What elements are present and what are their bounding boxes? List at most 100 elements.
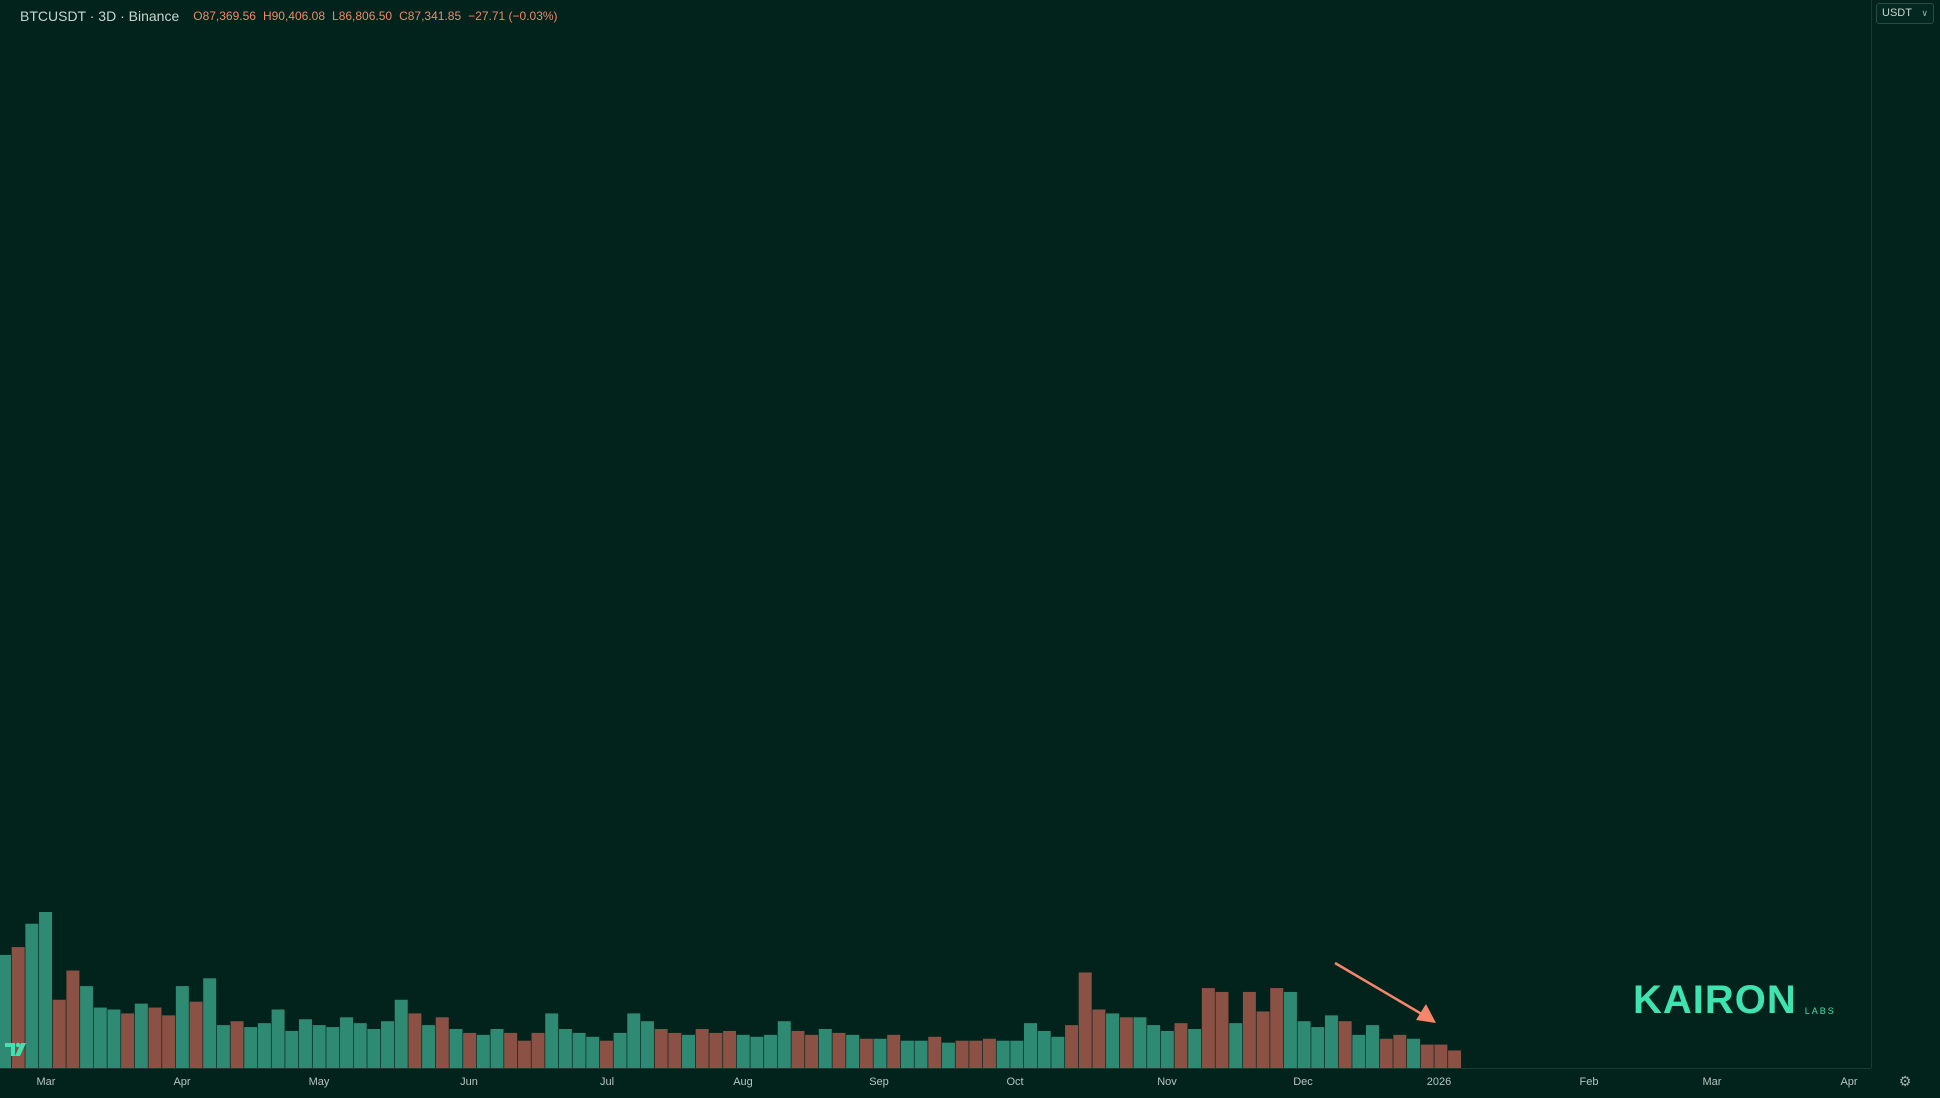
low-value: L86,806.50 xyxy=(332,9,393,23)
volume-bar xyxy=(846,1034,860,1068)
volume-bar xyxy=(1242,991,1256,1068)
trend-arrow-layer xyxy=(1334,961,1436,1023)
volume-bar xyxy=(764,1034,778,1068)
volume-bar xyxy=(1283,991,1297,1068)
volume-bar xyxy=(381,1021,395,1068)
volume-bar xyxy=(353,1023,367,1068)
volume-bar xyxy=(449,1029,463,1068)
volume-bar xyxy=(1065,1025,1079,1068)
volume-bar xyxy=(216,1025,230,1068)
volume-bar xyxy=(1366,1025,1379,1068)
volume-bar xyxy=(326,1027,340,1068)
time-tick-label: Jul xyxy=(600,1076,614,1088)
volume-bar xyxy=(887,1034,901,1068)
volume-bar xyxy=(162,1015,176,1068)
volume-bar xyxy=(531,1032,545,1068)
volume-bar xyxy=(1106,1013,1120,1068)
volume-bar xyxy=(1434,1044,1448,1068)
trend-arrow xyxy=(1334,961,1426,1018)
volume-bar xyxy=(312,1025,326,1068)
volume-bar xyxy=(873,1038,887,1068)
volume-bar xyxy=(52,999,66,1068)
tradingview-logo-icon[interactable] xyxy=(4,1041,32,1057)
volume-bar xyxy=(490,1029,504,1068)
volume-bar xyxy=(285,1030,299,1068)
trend-arrow-head xyxy=(1416,1004,1436,1023)
volume-bar xyxy=(367,1029,381,1068)
currency-selector[interactable]: USDT ∨ xyxy=(1876,3,1934,24)
time-tick-label: Oct xyxy=(1006,1076,1023,1088)
symbol-header: BTCUSDT · 3D · Binance O87,369.56 H90,40… xyxy=(20,6,558,26)
volume-bar xyxy=(1201,988,1215,1068)
volume-bar xyxy=(504,1032,518,1068)
volume-bar xyxy=(1147,1025,1161,1068)
volume-bar xyxy=(80,986,94,1068)
volume-bar xyxy=(175,986,189,1068)
volume-bar xyxy=(340,1017,353,1068)
brand-name: KAIRON xyxy=(1633,978,1797,1022)
volume-bar xyxy=(969,1040,983,1068)
volume-bar xyxy=(1051,1036,1065,1068)
symbol-title[interactable]: BTCUSDT · 3D · Binance xyxy=(20,8,180,24)
volume-bar xyxy=(832,1032,846,1068)
volume-bar xyxy=(93,1007,107,1068)
volume-bar xyxy=(599,1040,613,1068)
volume-bar xyxy=(298,1019,312,1068)
volume-bar xyxy=(408,1013,422,1068)
volume-bar xyxy=(996,1040,1010,1068)
change-value: −27.71 (−0.03%) xyxy=(468,9,558,23)
ohlc-readout: O87,369.56 H90,406.08 L86,806.50 C87,341… xyxy=(193,9,557,23)
volume-bar xyxy=(818,1029,832,1068)
volume-bar xyxy=(39,912,53,1068)
volume-bar xyxy=(640,1021,654,1068)
volume-bar xyxy=(203,978,217,1068)
volume-bar xyxy=(230,1021,244,1068)
volume-bar xyxy=(545,1013,559,1068)
volume-bar xyxy=(955,1040,969,1068)
time-tick-label: Mar xyxy=(37,1076,56,1088)
volume-bar xyxy=(668,1032,682,1068)
volume-bar xyxy=(1119,1017,1133,1068)
high-value: H90,406.08 xyxy=(262,9,326,23)
time-tick-label: Nov xyxy=(1157,1076,1177,1088)
volume-bar xyxy=(572,1032,586,1068)
volume-bar xyxy=(805,1034,819,1068)
volume-bar xyxy=(1037,1030,1051,1068)
volume-bar xyxy=(1338,1021,1352,1068)
volume-bar xyxy=(463,1032,477,1068)
gear-icon[interactable]: ⚙ xyxy=(1898,1073,1912,1089)
volume-bar xyxy=(859,1038,873,1068)
volume-bar xyxy=(1188,1029,1202,1068)
time-tick-label: Mar xyxy=(1703,1076,1722,1088)
volume-bar xyxy=(257,1023,271,1068)
volume-bar xyxy=(1024,1023,1037,1068)
volume-bar xyxy=(1311,1027,1325,1068)
volume-bar xyxy=(586,1036,600,1068)
volume-bar xyxy=(1297,1021,1311,1068)
volume-bar xyxy=(654,1029,668,1068)
volume-bar xyxy=(107,1009,121,1068)
volume-bar xyxy=(627,1013,641,1068)
volume-bar xyxy=(1379,1038,1393,1068)
volume-bar xyxy=(1352,1034,1366,1068)
volume-bar xyxy=(148,1007,162,1068)
volume-layer xyxy=(0,912,1462,1068)
time-tick-label: Aug xyxy=(733,1076,753,1088)
time-tick-label: 2026 xyxy=(1427,1076,1451,1088)
volume-bar xyxy=(422,1025,436,1068)
volume-bar xyxy=(914,1040,928,1068)
volume-bar xyxy=(695,1029,709,1068)
volume-bar xyxy=(982,1038,996,1068)
volume-bar xyxy=(476,1034,490,1068)
volume-bar xyxy=(1078,972,1092,1068)
volume-bar xyxy=(134,1003,148,1068)
time-tick-label: Apr xyxy=(173,1076,190,1088)
time-tick-label: Apr xyxy=(1840,1076,1857,1088)
volume-bar xyxy=(1448,1050,1462,1068)
time-axis: Mar Apr May Jun Jul Aug Sep Oct Nov Dec 2026 Feb Mar… xyxy=(0,1068,1871,1088)
volume-bar xyxy=(1270,988,1284,1068)
volume-bar xyxy=(25,923,39,1068)
time-tick-label: Sep xyxy=(869,1076,889,1088)
brand-sub: LABS xyxy=(1804,1006,1836,1016)
